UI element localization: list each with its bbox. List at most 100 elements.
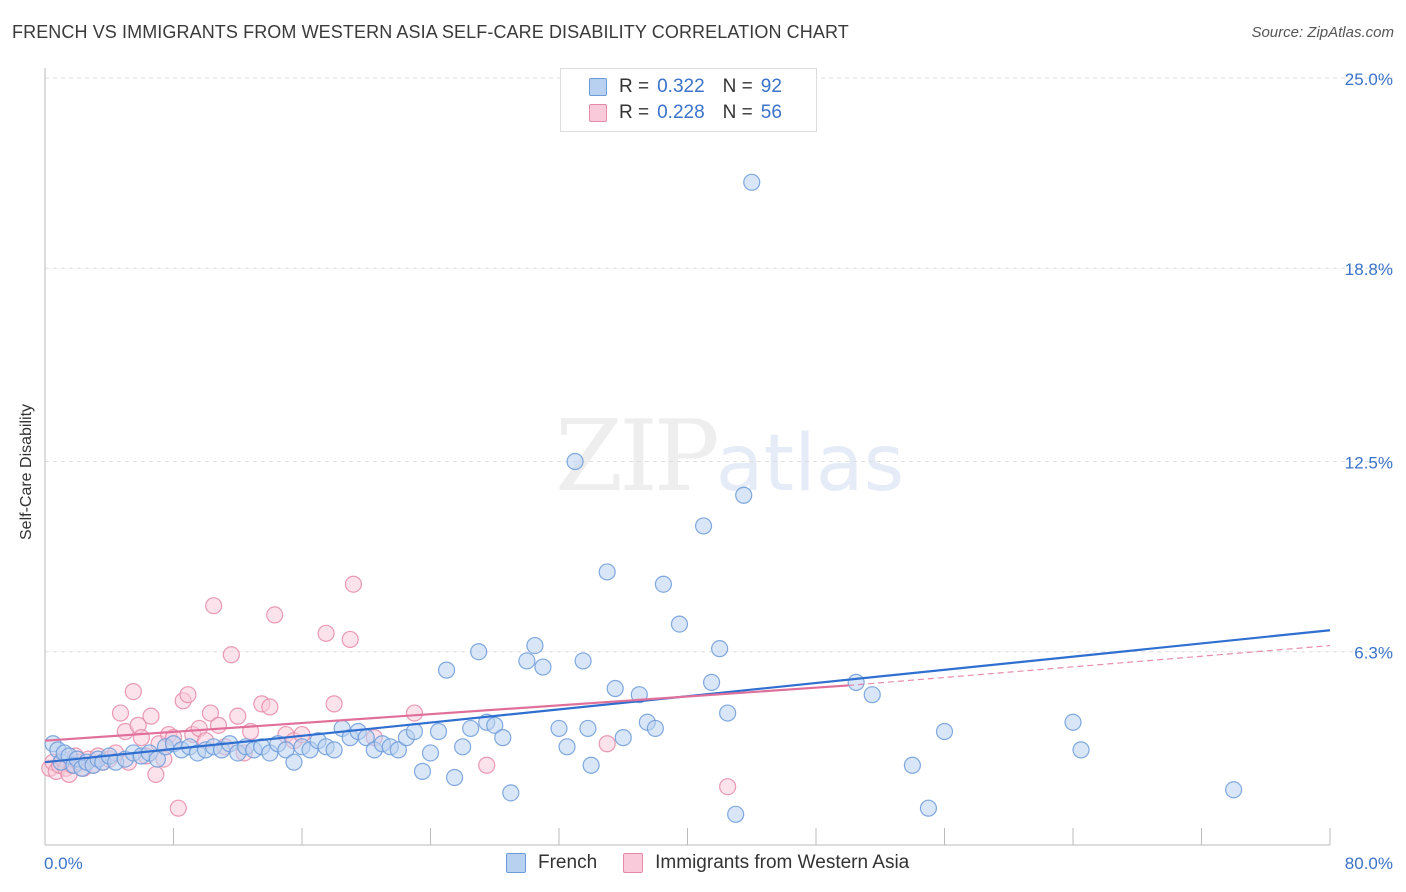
french-point xyxy=(935,722,954,741)
legend-swatch-french xyxy=(589,78,607,96)
watermark-zip: ZIP xyxy=(555,400,720,514)
french-point xyxy=(550,719,568,738)
watermark: ZIPatlas xyxy=(555,400,904,514)
series-legend-french[interactable]: French xyxy=(506,852,597,874)
french-point xyxy=(494,729,512,747)
french-point xyxy=(579,719,597,738)
y-tick-label: 12.5% xyxy=(1345,454,1393,473)
french-point xyxy=(646,719,664,738)
immigrants-point xyxy=(325,695,343,713)
french-point xyxy=(719,704,737,722)
french-point xyxy=(847,673,865,691)
immigrants-point xyxy=(111,704,130,722)
immigrants-point xyxy=(179,686,197,704)
immigrants-point xyxy=(405,704,424,722)
french-point xyxy=(574,652,592,670)
y-axis-label: Self-Care Disability xyxy=(18,403,35,540)
french-point xyxy=(470,643,488,661)
french-point xyxy=(702,673,721,691)
french-point xyxy=(285,753,303,771)
series-legend: French Immigrants from Western Asia xyxy=(506,852,935,874)
french-point xyxy=(486,716,504,734)
immigrants-point xyxy=(598,735,616,753)
immigrants-point xyxy=(341,630,359,649)
x-tick-label-max: 80.0% xyxy=(1345,854,1393,873)
immigrants-point xyxy=(261,698,279,716)
legend-n-label: N = xyxy=(722,102,753,123)
legend-r-label: R = xyxy=(619,76,650,97)
french-point xyxy=(445,768,464,787)
immigrants-trend-line-extension xyxy=(848,644,1331,687)
immigrants-point xyxy=(229,707,247,725)
chart-title: FRENCH VS IMMIGRANTS FROM WESTERN ASIA S… xyxy=(12,22,849,42)
french-point xyxy=(518,652,536,670)
legend-n-label: N = xyxy=(722,76,753,97)
legend-n-value-immigrants: 56 xyxy=(760,102,782,123)
french-point xyxy=(534,658,552,676)
immigrants-point xyxy=(132,729,150,747)
immigrants-point xyxy=(317,624,335,642)
french-point xyxy=(903,756,921,774)
french-point xyxy=(566,452,584,471)
french-point xyxy=(670,615,689,633)
immigrants-point xyxy=(344,575,362,593)
series-legend-swatch-french xyxy=(506,853,526,873)
series-legend-immigrants[interactable]: Immigrants from Western Asia xyxy=(623,852,909,874)
french-point xyxy=(598,563,616,581)
immigrants-point xyxy=(201,704,220,722)
immigrants-trend-line xyxy=(44,684,849,742)
french-point xyxy=(454,738,472,756)
series-legend-label-french: French xyxy=(538,852,598,873)
french-point xyxy=(558,738,576,756)
immigrants-point xyxy=(209,716,228,734)
french-point xyxy=(277,741,295,759)
french-point xyxy=(389,741,407,759)
legend-n-value-french: 92 xyxy=(760,76,782,97)
french-point xyxy=(429,722,448,741)
immigrants-point xyxy=(142,707,160,725)
immigrants-point xyxy=(719,778,737,796)
immigrants-point xyxy=(205,597,223,615)
legend-row-french: R = 0.322 N = 92 xyxy=(589,75,782,99)
y-tick-label: 18.8% xyxy=(1345,260,1393,279)
stats-legend: R = 0.322 N = 92 R = 0.228 N = 56 xyxy=(560,68,817,132)
y-tick-label: 25.0% xyxy=(1345,70,1393,89)
legend-swatch-immigrants xyxy=(589,104,607,122)
series-legend-label-immigrants: Immigrants from Western Asia xyxy=(655,852,910,873)
x-tick-label-min: 0.0% xyxy=(44,854,83,873)
legend-row-immigrants: R = 0.228 N = 56 xyxy=(589,101,782,125)
immigrants-point xyxy=(169,799,187,817)
french-point xyxy=(413,762,432,780)
immigrants-point xyxy=(222,646,240,664)
french-point xyxy=(325,741,343,759)
french-point xyxy=(614,729,632,747)
french-point xyxy=(582,756,600,774)
y-tick-label: 6.3% xyxy=(1354,644,1393,663)
french-point xyxy=(919,799,938,817)
french-point xyxy=(711,640,729,658)
immigrants-point xyxy=(478,756,496,774)
french-point xyxy=(1072,741,1090,759)
french-point xyxy=(437,661,456,679)
french-point xyxy=(743,173,761,191)
french-point xyxy=(1225,781,1243,799)
immigrants-point xyxy=(266,606,284,624)
french-point xyxy=(735,486,753,504)
immigrants-point xyxy=(147,765,165,784)
french-point xyxy=(1064,713,1082,731)
french-point xyxy=(694,517,713,535)
french-point xyxy=(863,686,881,704)
french-point xyxy=(502,784,520,802)
chart-source: Source: ZipAtlas.com xyxy=(1251,24,1394,41)
french-point xyxy=(421,744,440,762)
legend-r-value-french: 0.322 xyxy=(657,76,705,97)
french-point xyxy=(727,805,745,823)
legend-r-value-immigrants: 0.228 xyxy=(657,102,705,123)
french-point xyxy=(462,719,480,738)
french-point xyxy=(606,679,624,698)
series-legend-swatch-immigrants xyxy=(623,853,644,873)
immigrants-point xyxy=(124,682,142,701)
legend-r-label: R = xyxy=(619,102,650,123)
french-point xyxy=(526,636,544,655)
